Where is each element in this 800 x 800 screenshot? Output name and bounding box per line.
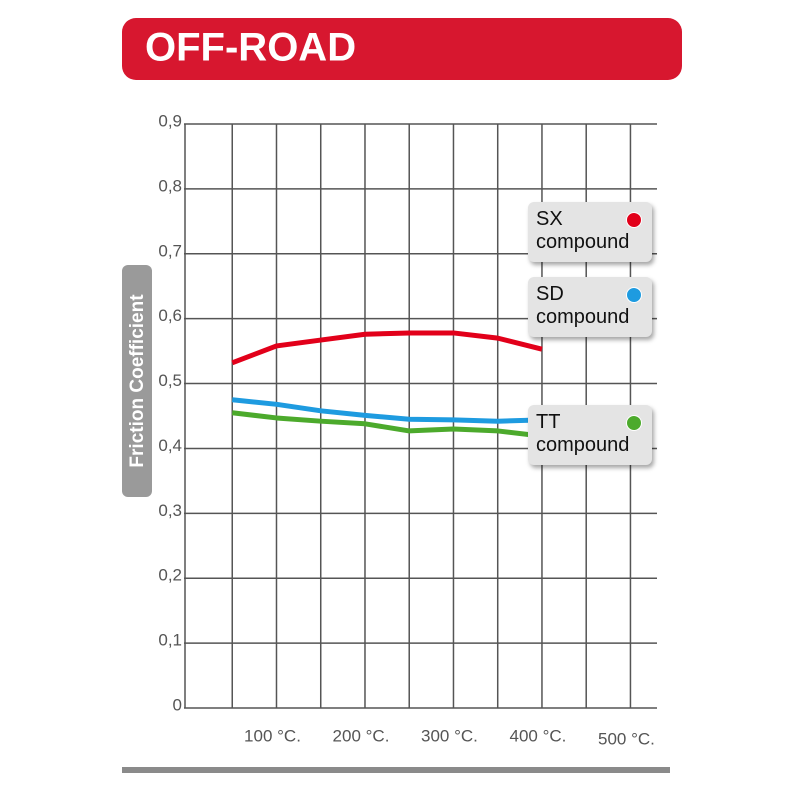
y-tick-label: 0,2 bbox=[158, 566, 182, 585]
y-tick-label: 0,9 bbox=[158, 111, 182, 130]
title-banner bbox=[122, 18, 682, 80]
y-tick-label: 0 bbox=[173, 695, 182, 714]
y-tick-label: 0,8 bbox=[158, 176, 182, 195]
y-tick-label: 0,3 bbox=[158, 501, 182, 520]
series-line bbox=[231, 330, 543, 366]
x-tick-label: 400 °C. bbox=[510, 726, 567, 745]
y-tick-label: 0,1 bbox=[158, 631, 182, 650]
legend-swatch bbox=[626, 415, 642, 431]
legend-label: SD compound bbox=[536, 283, 630, 328]
x-tick-label: 100 °C. bbox=[244, 726, 301, 745]
legend-entry: TT compound bbox=[528, 405, 652, 465]
y-tick-label: 0,6 bbox=[158, 306, 182, 325]
legend-entry: SX compound bbox=[528, 202, 652, 262]
x-tick-label: 300 °C. bbox=[421, 726, 478, 745]
chart-title: OFF-ROAD bbox=[145, 26, 356, 70]
y-tick-label: 0,4 bbox=[158, 436, 182, 455]
legend-entry: SD compound bbox=[528, 277, 652, 337]
legend-swatch bbox=[626, 212, 642, 228]
legend-swatch bbox=[626, 287, 642, 303]
y-tick-label: 0,5 bbox=[158, 371, 182, 390]
series-line bbox=[231, 397, 543, 424]
legend-label: TT compound bbox=[536, 411, 630, 456]
x-tick-label: 200 °C. bbox=[333, 726, 390, 745]
x-tick-label: 500 °C. bbox=[598, 729, 655, 748]
y-axis-label: Friction Coefficient bbox=[127, 294, 148, 468]
y-label-box bbox=[122, 265, 152, 497]
series-line bbox=[231, 410, 543, 439]
bottom-rule bbox=[122, 767, 670, 773]
legend-label: SX compound bbox=[536, 208, 630, 253]
y-tick-label: 0,7 bbox=[158, 241, 182, 260]
